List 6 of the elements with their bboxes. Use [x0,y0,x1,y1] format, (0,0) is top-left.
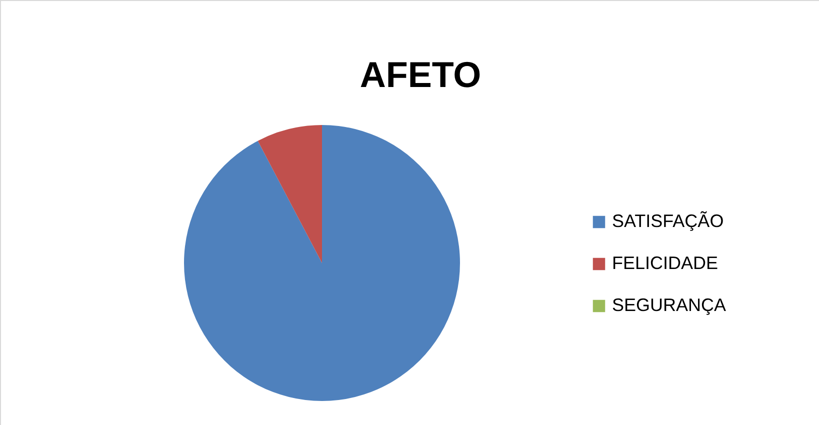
legend-label: SEGURANÇA [612,295,726,315]
legend-label: SATISFAÇÃO [612,211,724,231]
pie-slice [258,125,322,263]
chart-title: AFETO [360,54,482,95]
legend-label: FELICIDADE [612,253,718,273]
pie-slice [184,125,460,401]
